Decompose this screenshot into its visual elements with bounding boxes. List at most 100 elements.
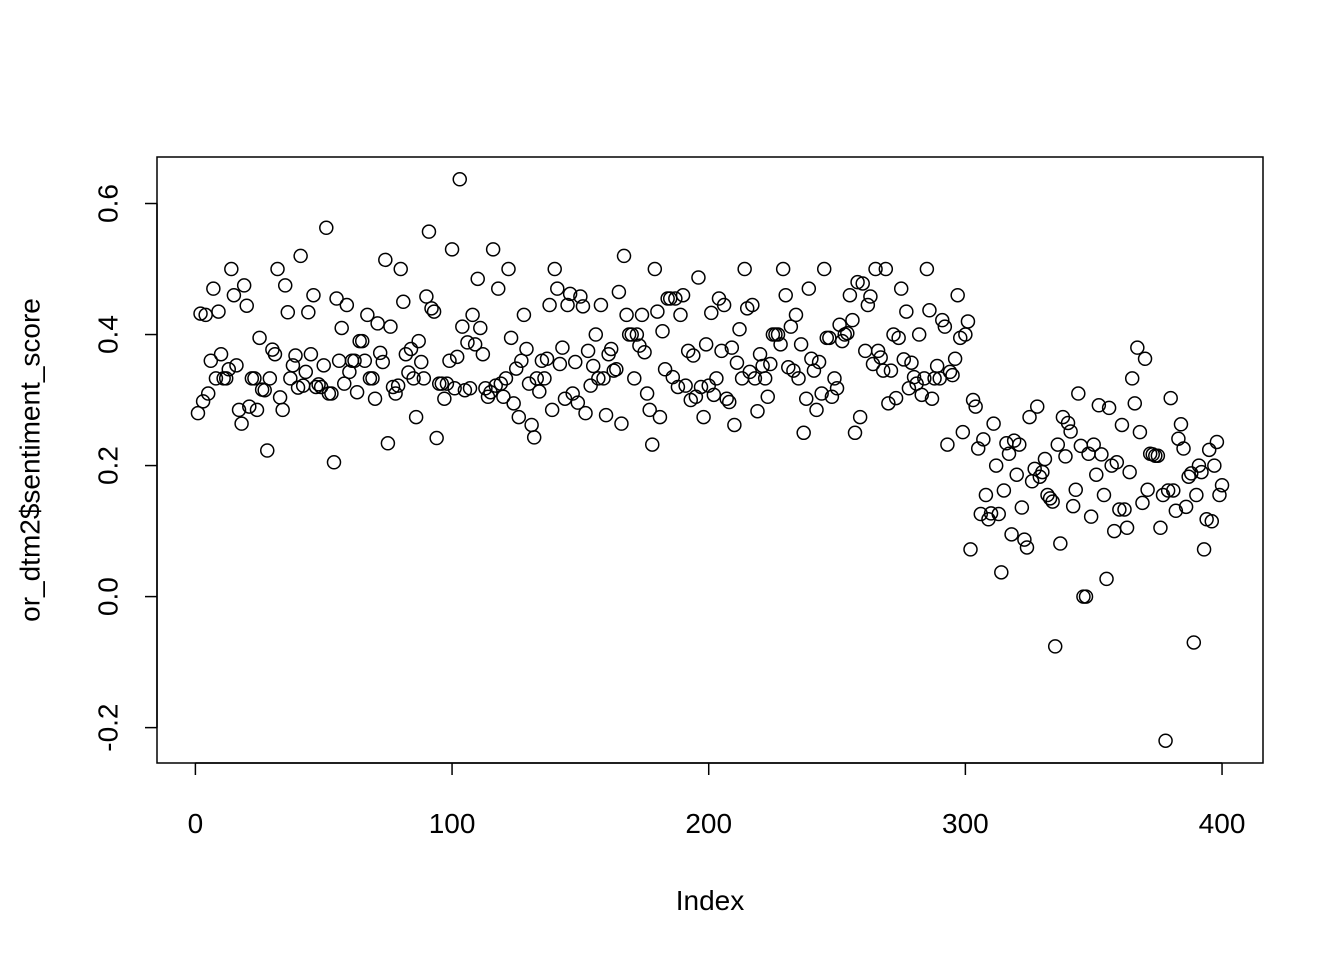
point xyxy=(698,337,714,352)
point xyxy=(316,358,331,373)
point xyxy=(532,384,547,399)
point xyxy=(732,322,747,337)
point xyxy=(301,305,316,320)
point xyxy=(1045,494,1060,509)
point xyxy=(1027,461,1042,477)
point xyxy=(485,242,501,257)
point xyxy=(465,307,480,323)
point xyxy=(236,278,252,293)
x-tick-label: 100 xyxy=(429,808,476,839)
point xyxy=(680,343,696,359)
point xyxy=(473,320,488,336)
point xyxy=(288,348,303,363)
point xyxy=(1101,400,1117,416)
point xyxy=(354,333,370,349)
point xyxy=(1194,464,1209,480)
point xyxy=(1191,458,1207,473)
point xyxy=(1094,447,1109,462)
point xyxy=(696,409,711,425)
point xyxy=(419,289,434,304)
point xyxy=(339,297,355,313)
point xyxy=(591,371,606,386)
point xyxy=(547,261,562,277)
point xyxy=(208,371,224,386)
point xyxy=(442,353,457,368)
point xyxy=(639,386,655,401)
point xyxy=(1019,540,1035,555)
point xyxy=(311,377,326,392)
point xyxy=(763,356,778,372)
point xyxy=(568,354,583,370)
point xyxy=(1132,424,1148,440)
point xyxy=(875,363,891,378)
point xyxy=(262,371,278,386)
point xyxy=(629,327,645,342)
point xyxy=(670,379,686,395)
point xyxy=(470,271,485,287)
point xyxy=(1183,466,1199,481)
point xyxy=(444,242,460,257)
point xyxy=(737,261,752,277)
point xyxy=(611,284,627,300)
point xyxy=(496,389,511,405)
point xyxy=(229,358,244,373)
point xyxy=(624,327,639,342)
point xyxy=(929,358,945,374)
point xyxy=(1181,469,1196,484)
point xyxy=(383,319,398,334)
point xyxy=(1053,536,1068,551)
point xyxy=(1063,424,1078,439)
point xyxy=(645,437,660,452)
point xyxy=(1214,477,1230,493)
point xyxy=(709,371,724,386)
point xyxy=(224,261,239,277)
y-tick-label: 0.0 xyxy=(92,577,123,616)
point xyxy=(1178,499,1194,515)
point xyxy=(1109,455,1125,470)
point xyxy=(691,270,706,285)
point xyxy=(1173,417,1189,432)
point xyxy=(719,391,734,406)
point xyxy=(845,312,860,328)
point xyxy=(752,346,768,362)
y-tick-label: 0.6 xyxy=(92,184,123,223)
point xyxy=(1012,437,1027,452)
point xyxy=(811,354,827,370)
point xyxy=(834,333,850,349)
point xyxy=(665,369,681,385)
point xyxy=(1117,502,1132,517)
point xyxy=(1078,589,1094,604)
point xyxy=(616,248,632,264)
point xyxy=(206,281,221,296)
point xyxy=(491,281,506,296)
point xyxy=(406,371,421,386)
point xyxy=(858,343,873,359)
point xyxy=(388,386,403,401)
point xyxy=(881,396,896,411)
point xyxy=(414,354,429,370)
point xyxy=(421,224,437,239)
point xyxy=(498,371,514,386)
point xyxy=(295,378,311,393)
point xyxy=(1153,520,1168,536)
point xyxy=(745,297,760,313)
point xyxy=(298,364,314,380)
point xyxy=(593,297,609,313)
point xyxy=(1042,491,1058,506)
point xyxy=(727,417,742,433)
point xyxy=(1099,571,1114,587)
point xyxy=(634,307,650,323)
point xyxy=(337,376,352,391)
point xyxy=(716,297,732,313)
point xyxy=(1037,451,1053,467)
point xyxy=(249,402,265,418)
point xyxy=(560,297,575,313)
point xyxy=(860,297,876,313)
point xyxy=(798,391,814,406)
point xyxy=(1135,495,1150,511)
point xyxy=(947,351,963,367)
point xyxy=(824,389,840,405)
point xyxy=(809,402,824,418)
point xyxy=(334,320,349,336)
point xyxy=(747,371,763,386)
